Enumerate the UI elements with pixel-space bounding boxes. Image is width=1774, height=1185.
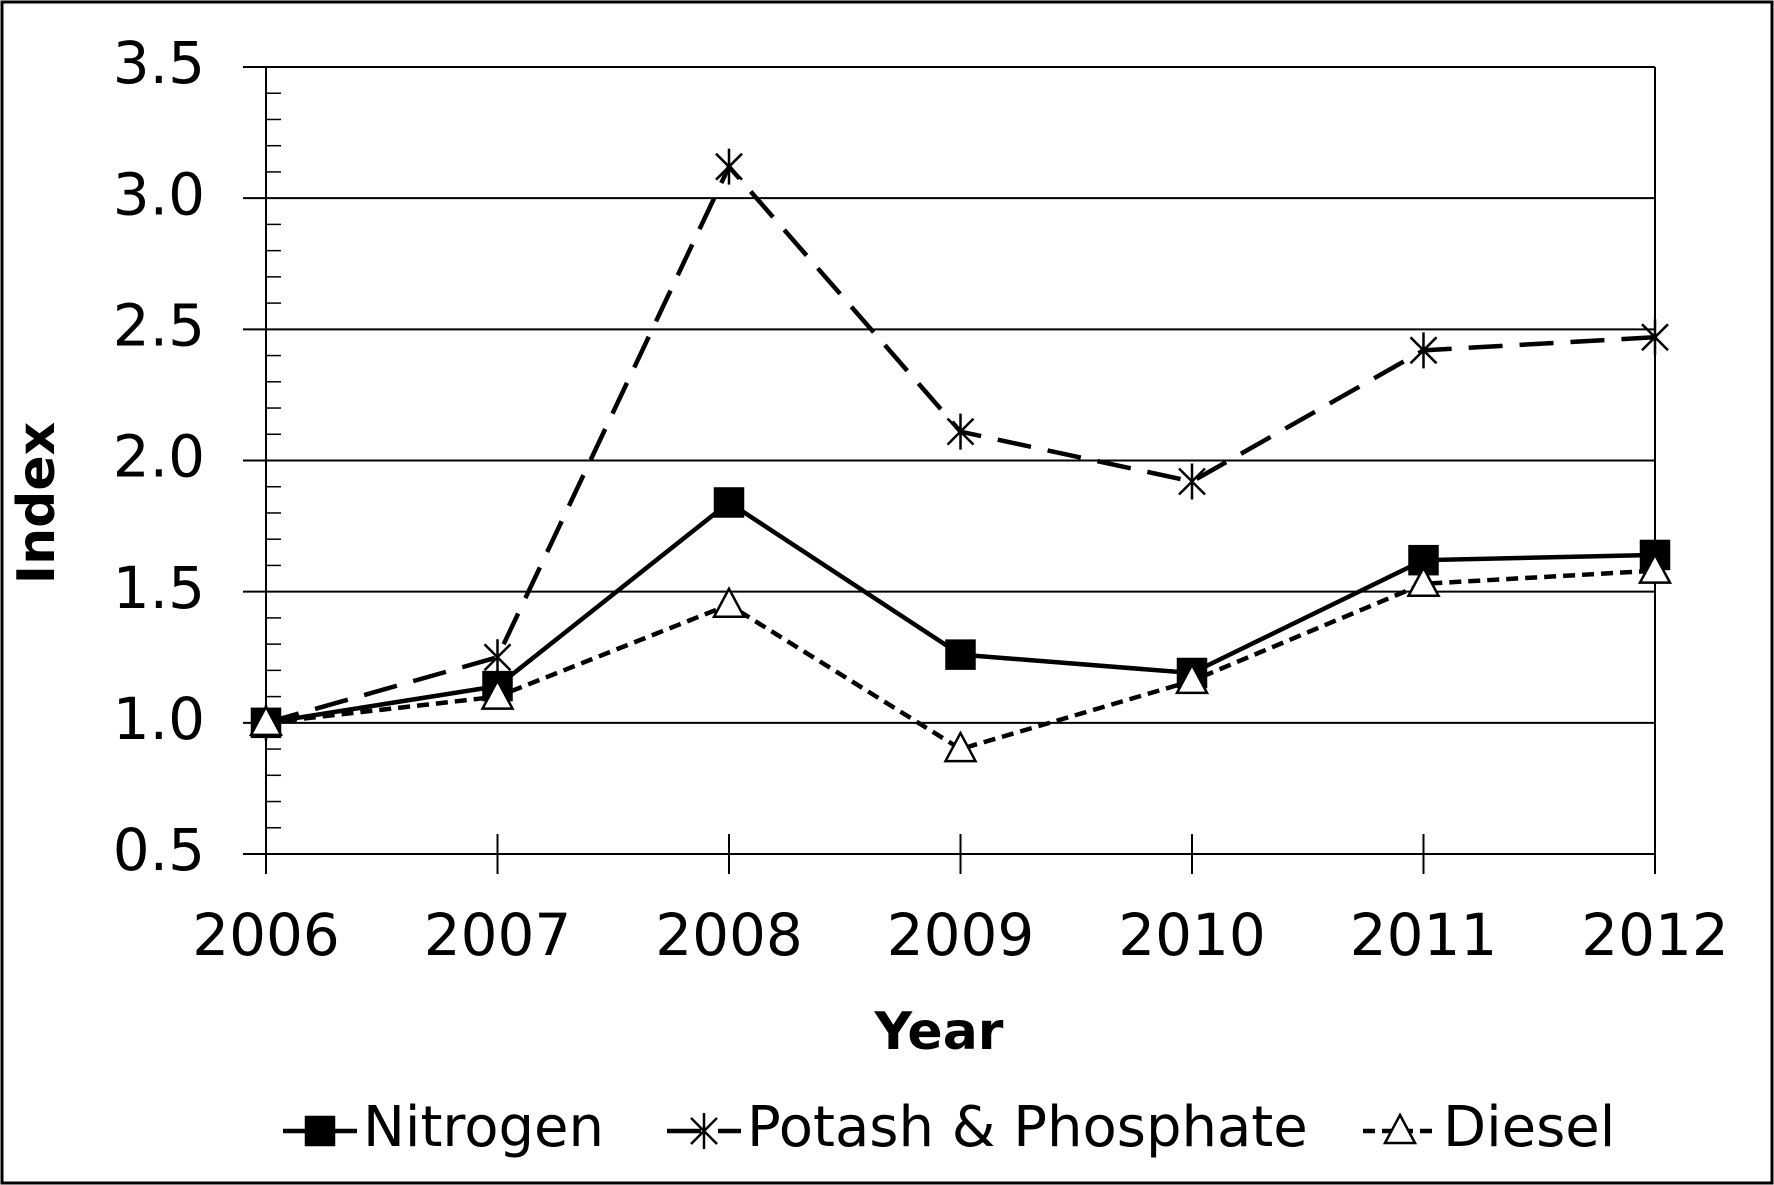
x-tick-label: 2009 bbox=[887, 901, 1035, 969]
marker bbox=[1406, 565, 1441, 598]
x-tick-label: 2012 bbox=[1581, 901, 1729, 969]
marker bbox=[483, 639, 512, 676]
legend-marker bbox=[690, 1113, 718, 1149]
x-tick-label: 2006 bbox=[192, 901, 340, 969]
legend-label: Potash & Phosphate bbox=[747, 1095, 1308, 1160]
y-tick-label: 0.5 bbox=[113, 816, 205, 884]
marker bbox=[1637, 552, 1673, 584]
legend-item: Diesel bbox=[1363, 1095, 1615, 1160]
marker bbox=[1178, 463, 1206, 500]
y-tick-label: 2.5 bbox=[113, 291, 205, 359]
legend-label: Nitrogen bbox=[363, 1095, 604, 1160]
marker bbox=[713, 487, 745, 518]
y-tick-label: 3.0 bbox=[113, 160, 205, 228]
marker bbox=[1409, 332, 1438, 369]
legend-marker bbox=[304, 1115, 336, 1147]
y-tick-label: 1.0 bbox=[113, 685, 205, 753]
legend-label: Diesel bbox=[1443, 1095, 1615, 1160]
marker bbox=[480, 677, 515, 710]
legend-marker bbox=[1382, 1112, 1418, 1145]
y-tick-label: 1.5 bbox=[113, 554, 205, 622]
marker bbox=[715, 148, 743, 185]
x-tick-label: 2008 bbox=[655, 901, 803, 969]
marker bbox=[1174, 662, 1210, 695]
marker bbox=[1641, 319, 1669, 356]
x-tick-label: 2007 bbox=[424, 901, 572, 969]
x-tick-label: 2010 bbox=[1118, 901, 1266, 969]
x-axis-title: Year bbox=[874, 1002, 1004, 1062]
marker bbox=[945, 639, 976, 670]
marker bbox=[248, 704, 284, 737]
x-tick-label: 2011 bbox=[1350, 901, 1498, 969]
legend-item: Nitrogen bbox=[283, 1095, 604, 1160]
legend-item: Potash & Phosphate bbox=[667, 1095, 1308, 1160]
marker bbox=[946, 413, 975, 450]
marker bbox=[711, 586, 747, 619]
y-tick-label: 3.5 bbox=[113, 29, 205, 97]
y-tick-label: 2.0 bbox=[113, 423, 205, 491]
y-axis-title: Index bbox=[7, 422, 67, 584]
marker bbox=[943, 730, 978, 763]
